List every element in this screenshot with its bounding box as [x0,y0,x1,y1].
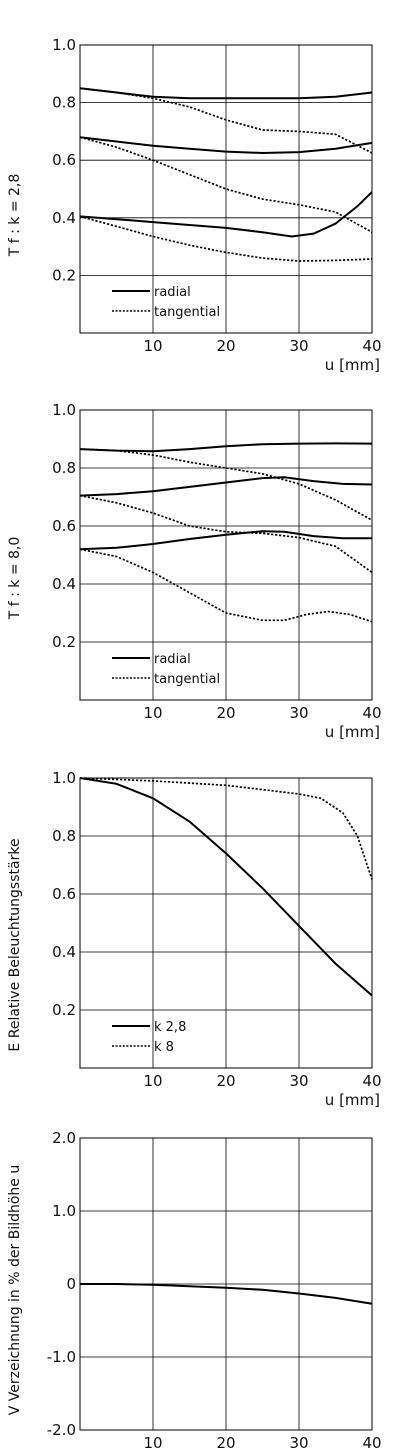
x-tick-label: 40 [362,1072,381,1090]
y-tick-label: 0.8 [52,459,76,477]
x-tick-label: 30 [289,1434,308,1450]
y-tick-label: 2.0 [52,1129,76,1147]
series-line-6 [79,215,373,262]
x-tick-label: 40 [362,704,381,722]
x-tick-label: 10 [143,1434,162,1450]
x-tick-label: 40 [362,1434,381,1450]
y-tick-label: 0.4 [52,943,76,961]
series-line-5 [79,530,372,551]
series-line-3 [79,136,373,155]
y-axis-label: V Verzeichnung in % der Bildhöhe u [7,1165,23,1415]
x-tick-label: 20 [216,1434,235,1450]
y-tick-label: -1.0 [47,1348,76,1366]
series-line-6 [79,548,373,623]
y-tick-label: 0.2 [52,633,76,651]
chart-1: 10 20 30 40 0.2 0.4 0.6 0.8 1.0 u [mm] T f : k = 2… [7,36,382,374]
x-tick-label: 20 [216,337,235,355]
y-tick-label: 0.2 [52,266,76,284]
series-line-5 [79,191,373,238]
legend-label: tangential [154,305,220,320]
y-axis-label: T f : k = 2,8 [7,174,23,258]
y-tick-label: 0.4 [52,575,76,593]
y-tick-label: -2.0 [47,1421,76,1439]
x-tick-label: 20 [216,704,235,722]
y-tick-label: 0.6 [52,151,76,169]
x-tick-label: 20 [216,1072,235,1090]
series-line-1 [80,1283,373,1305]
y-tick-label: 1.0 [52,769,76,787]
x-tick-label: 30 [289,704,308,722]
y-tick-label: 1.0 [52,401,76,419]
x-axis-label: u [mm] [325,1091,380,1109]
x-tick-label: 10 [143,337,162,355]
y-axis-label: T f : k = 8,0 [7,537,23,621]
chart-2: 10 20 30 40 0.2 0.4 0.6 0.8 1.0 u [mm] T f : k = 8… [7,401,382,741]
y-tick-label: 0.8 [52,94,76,112]
y-tick-label: 0.2 [52,1001,76,1019]
series-line-4 [79,494,373,574]
series-line-2 [79,777,373,880]
series-line-3 [79,476,373,497]
x-tick-label: 30 [289,1072,308,1090]
x-tick-label: 40 [362,337,381,355]
x-tick-label: 10 [143,704,162,722]
y-tick-label: 1.0 [52,1202,76,1220]
series-line-1 [79,777,373,997]
x-tick-label: 10 [143,1072,162,1090]
y-tick-label: 0.8 [52,827,76,845]
y-tick-label: 0 [66,1275,76,1293]
y-tick-label: 0.6 [52,517,76,535]
series-line-1 [79,442,373,453]
y-tick-label: 1.0 [52,36,76,54]
chart-3: 10 20 30 40 0.2 0.4 0.6 0.8 1.0 u [mm] E Relative … [7,769,382,1109]
y-axis-label: E Relative Beleuchtungsstärke [7,838,23,1051]
x-axis-label: u [mm] [325,356,380,374]
series-line-2 [79,448,373,521]
legend-label: k 2,8 [154,1020,186,1035]
x-axis-label: u [mm] [325,723,380,741]
x-tick-label: 30 [289,337,308,355]
legend-label: radial [154,285,191,300]
y-tick-label: 0.4 [52,209,76,227]
legend-label: tangential [154,672,220,687]
legend-label: radial [154,652,191,667]
legend-label: k 8 [154,1040,174,1055]
series-line-2 [79,87,373,154]
y-tick-label: 0.6 [52,885,76,903]
